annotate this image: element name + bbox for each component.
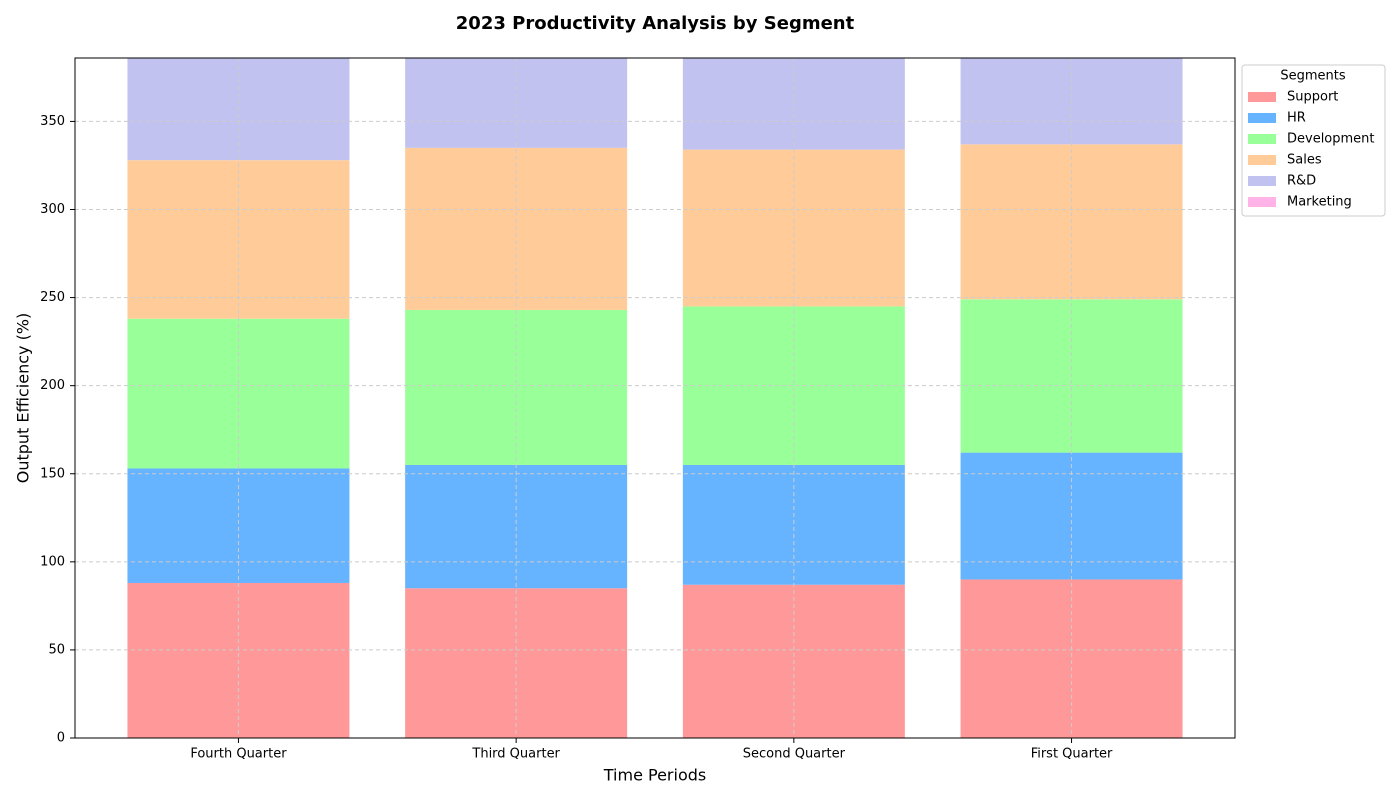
y-tick-label: 250 bbox=[40, 290, 65, 305]
bar-segment bbox=[405, 0, 627, 3]
legend-label: Support bbox=[1287, 90, 1338, 105]
x-tick-label: Fourth Quarter bbox=[190, 747, 287, 762]
y-tick-label: 0 bbox=[57, 731, 65, 746]
legend-label: HR bbox=[1287, 111, 1306, 126]
legend-swatch bbox=[1248, 113, 1276, 123]
y-axis-label: Output Efficiency (%) bbox=[14, 313, 33, 484]
bars bbox=[127, 0, 1183, 738]
legend-label: Sales bbox=[1287, 153, 1322, 168]
x-axis-label: Time Periods bbox=[603, 766, 706, 785]
x-tick-label: Second Quarter bbox=[743, 747, 846, 762]
plot-frame bbox=[74, 57, 1236, 739]
bar-segment bbox=[682, 306, 905, 465]
legend-box bbox=[1241, 64, 1386, 217]
bar-segment bbox=[127, 0, 349, 10]
bar-segment bbox=[127, 160, 350, 319]
chart-title: 2023 Productivity Analysis by Segment bbox=[456, 13, 855, 34]
y-tick-label: 100 bbox=[40, 554, 65, 569]
y-tick-label: 150 bbox=[40, 466, 65, 481]
legend-label: R&D bbox=[1287, 174, 1316, 189]
bar-segment bbox=[682, 464, 905, 585]
x-tick-label: Third Quarter bbox=[471, 747, 560, 762]
legend-swatch bbox=[1248, 155, 1276, 165]
bar-segment bbox=[960, 579, 1183, 738]
legend: Segments Support HR Development Sales R&D Mar… bbox=[1241, 64, 1386, 217]
y-tick-label: 50 bbox=[48, 642, 65, 657]
legend-swatch bbox=[1248, 134, 1276, 144]
y-tick-label: 350 bbox=[40, 114, 65, 129]
legend-swatch bbox=[1248, 197, 1276, 207]
y-tick-label: 300 bbox=[40, 202, 65, 217]
x-tick-label: First Quarter bbox=[1031, 747, 1113, 762]
y-tick-label: 200 bbox=[40, 378, 65, 393]
legend-swatch bbox=[1248, 176, 1276, 186]
legend-label: Development bbox=[1287, 132, 1375, 147]
legend-title: Segments bbox=[1280, 69, 1346, 84]
legend-swatch bbox=[1248, 92, 1276, 102]
legend-label: Marketing bbox=[1287, 195, 1352, 210]
